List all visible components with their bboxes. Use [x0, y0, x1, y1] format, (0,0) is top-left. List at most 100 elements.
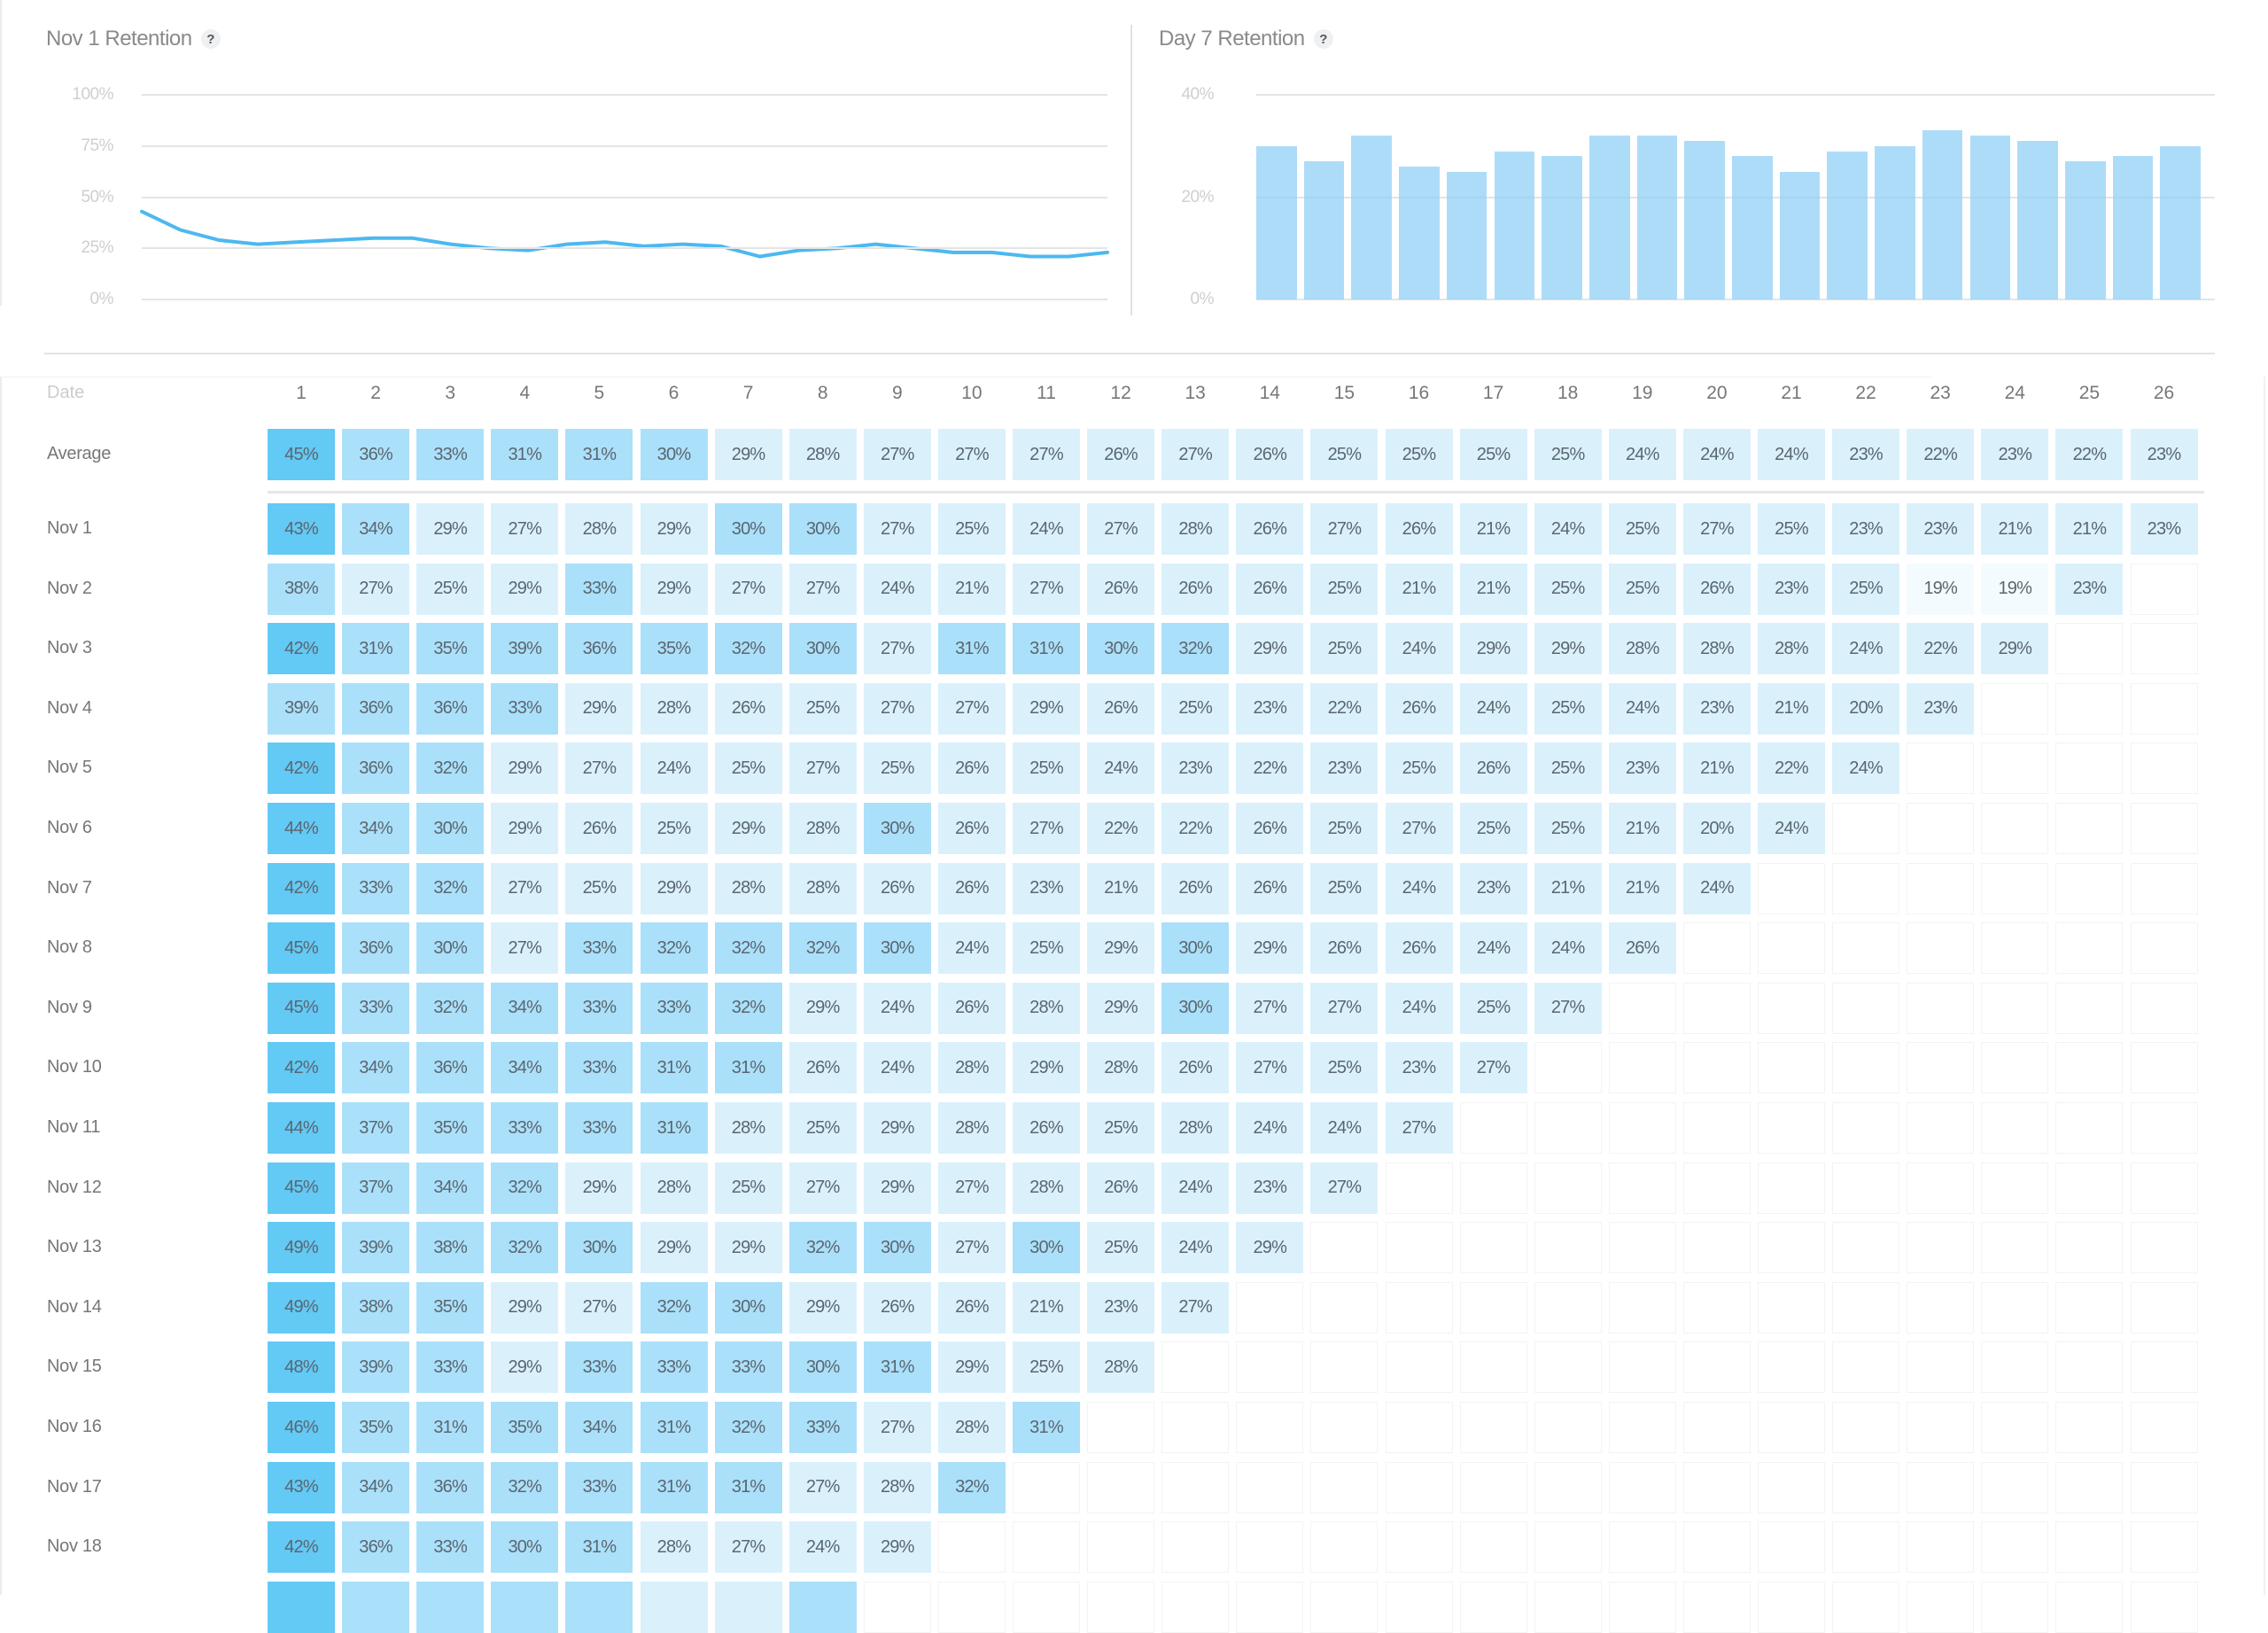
retention-cell[interactable]: 33% — [565, 1102, 633, 1154]
retention-cell[interactable]: 22% — [1907, 623, 1975, 675]
retention-cell[interactable]: 21% — [1682, 743, 1751, 795]
retention-cell[interactable]: 31% — [640, 1102, 708, 1154]
retention-cell[interactable]: 25% — [1013, 743, 1080, 795]
retention-cell[interactable]: 30% — [640, 429, 708, 480]
retention-cell[interactable]: 24% — [1236, 1102, 1304, 1154]
retention-cell[interactable]: 23% — [1981, 429, 2049, 480]
retention-cell[interactable]: 21% — [1608, 862, 1676, 914]
retention-cell[interactable]: 25% — [1310, 862, 1379, 914]
retention-cell[interactable]: 28% — [714, 862, 782, 914]
retention-cell[interactable]: 30% — [714, 503, 782, 555]
bar-nov-5[interactable] — [1446, 171, 1487, 299]
retention-cell[interactable]: 33% — [416, 1341, 485, 1394]
help-icon[interactable]: ? — [200, 29, 221, 49]
retention-cell[interactable]: 24% — [1013, 503, 1080, 555]
retention-cell[interactable]: 32% — [491, 1222, 559, 1274]
retention-cell[interactable]: 29% — [491, 1281, 559, 1334]
retention-cell[interactable]: 24% — [937, 922, 1006, 975]
retention-cell[interactable]: 32% — [714, 1402, 782, 1453]
retention-cell[interactable]: 25% — [1385, 429, 1453, 480]
retention-cell[interactable]: 25% — [788, 682, 857, 735]
retention-cell[interactable]: 36% — [416, 1042, 485, 1094]
retention-cell[interactable]: 23% — [1310, 743, 1379, 795]
retention-cell[interactable]: 29% — [1013, 682, 1080, 735]
retention-cell[interactable]: 28% — [788, 862, 857, 914]
retention-cell[interactable]: 33% — [565, 1461, 633, 1513]
retention-cell[interactable]: 27% — [565, 743, 633, 795]
retention-cell[interactable]: 24% — [1608, 682, 1676, 735]
retention-cell[interactable]: 29% — [714, 1222, 782, 1274]
retention-cell[interactable]: 25% — [714, 1162, 782, 1214]
retention-cell[interactable]: 28% — [1758, 623, 1825, 675]
retention-cell[interactable]: 33% — [342, 862, 410, 914]
retention-cell[interactable]: 33% — [565, 563, 633, 615]
retention-cell[interactable]: 29% — [714, 429, 782, 480]
retention-cell[interactable]: 38% — [416, 1222, 485, 1274]
retention-cell[interactable]: 29% — [1981, 623, 2049, 675]
retention-cell[interactable]: 19% — [1981, 563, 2049, 615]
retention-cell[interactable]: 30% — [788, 503, 857, 555]
retention-cell[interactable]: 27% — [1236, 1042, 1304, 1094]
retention-cell[interactable]: 25% — [416, 563, 485, 615]
retention-cell[interactable]: 23% — [1682, 682, 1751, 735]
retention-cell[interactable]: 32% — [937, 1461, 1006, 1513]
retention-cell[interactable]: 36% — [565, 623, 633, 675]
retention-cell[interactable]: 32% — [640, 1281, 708, 1334]
retention-cell[interactable]: 33% — [640, 1341, 708, 1394]
retention-cell[interactable]: 25% — [640, 803, 708, 854]
retention-cell[interactable]: 27% — [1013, 429, 1080, 480]
retention-cell[interactable]: 28% — [937, 1042, 1006, 1094]
retention-cell[interactable]: 26% — [1013, 1102, 1080, 1154]
retention-cell[interactable]: 25% — [1459, 429, 1527, 480]
retention-cell[interactable]: 26% — [1161, 563, 1230, 615]
retention-cell[interactable]: 26% — [1310, 922, 1379, 975]
retention-cell[interactable]: 33% — [565, 982, 633, 1034]
bar-nov-1[interactable] — [1256, 145, 1297, 299]
bar-nov-16[interactable] — [1969, 136, 2011, 299]
retention-cell[interactable]: 25% — [1534, 743, 1602, 795]
retention-cell[interactable]: 38% — [342, 1281, 410, 1334]
retention-cell[interactable]: 22% — [1907, 429, 1975, 480]
retention-cell[interactable]: 27% — [863, 623, 931, 675]
retention-cell[interactable]: 27% — [1161, 429, 1230, 480]
retention-cell[interactable]: 29% — [1087, 982, 1155, 1034]
retention-cell[interactable]: 27% — [1459, 1042, 1527, 1094]
retention-cell[interactable]: 28% — [640, 1521, 708, 1574]
retention-cell[interactable]: 36% — [342, 743, 410, 795]
retention-cell[interactable]: 26% — [1161, 862, 1230, 914]
retention-cell[interactable]: 25% — [1385, 743, 1453, 795]
retention-cell[interactable]: 29% — [491, 803, 559, 854]
retention-cell[interactable]: 23% — [1013, 862, 1080, 914]
retention-cell[interactable]: 28% — [640, 1162, 708, 1214]
retention-cell[interactable]: 26% — [937, 1281, 1006, 1334]
retention-cell[interactable]: 30% — [416, 922, 485, 975]
retention-cell[interactable]: 27% — [1236, 982, 1304, 1034]
retention-cell[interactable]: 27% — [863, 429, 931, 480]
retention-cell[interactable]: 27% — [788, 1461, 857, 1513]
retention-cell[interactable]: 30% — [491, 1521, 559, 1574]
retention-cell[interactable]: 35% — [640, 623, 708, 675]
retention-cell[interactable]: 27% — [1310, 503, 1379, 555]
retention-cell[interactable]: 25% — [1534, 563, 1602, 615]
retention-cell[interactable] — [788, 1581, 857, 1633]
retention-cell[interactable]: 24% — [1459, 682, 1527, 735]
retention-cell[interactable]: 30% — [863, 803, 931, 854]
retention-cell[interactable]: 25% — [1161, 682, 1230, 735]
retention-cell[interactable]: 24% — [1385, 982, 1453, 1034]
retention-cell[interactable]: 30% — [416, 803, 485, 854]
retention-cell[interactable]: 31% — [565, 1521, 633, 1574]
retention-cell[interactable]: 31% — [342, 623, 410, 675]
retention-cell[interactable]: 21% — [1608, 803, 1676, 854]
retention-cell[interactable]: 21% — [1385, 563, 1453, 615]
retention-cell[interactable]: 23% — [1907, 682, 1975, 735]
retention-cell[interactable]: 31% — [640, 1042, 708, 1094]
retention-cell[interactable]: 26% — [565, 803, 633, 854]
bar-nov-3[interactable] — [1351, 136, 1393, 299]
retention-cell[interactable]: 30% — [714, 1281, 782, 1334]
retention-cell[interactable]: 30% — [788, 1341, 857, 1394]
retention-cell[interactable]: 21% — [1758, 682, 1825, 735]
retention-cell[interactable]: 23% — [1758, 563, 1825, 615]
retention-cell[interactable]: 38% — [268, 563, 335, 615]
retention-cell[interactable]: 24% — [1682, 429, 1751, 480]
bar-nov-11[interactable] — [1732, 156, 1773, 299]
